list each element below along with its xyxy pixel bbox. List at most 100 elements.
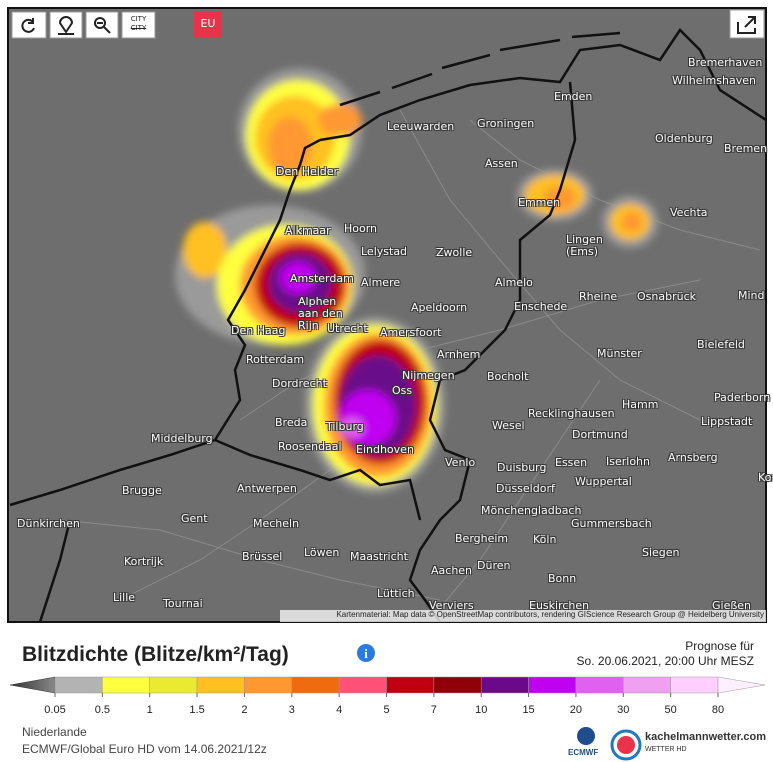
city-label: Emden <box>554 90 593 103</box>
city-label: Korbac <box>758 471 773 484</box>
city-label: Paderborn <box>714 391 771 404</box>
forecast-label: Prognose für <box>685 639 754 653</box>
city-label: Almere <box>361 276 401 289</box>
legend-swatch <box>149 676 198 694</box>
legend-swatch <box>196 676 245 694</box>
city-label: Vechta <box>670 206 708 219</box>
attribution: Kartenmaterial: Map data © OpenStreetMap… <box>336 610 764 619</box>
legend-swatch <box>291 676 340 694</box>
legend-swatch <box>244 676 293 694</box>
city-label: Wilhelmshaven <box>672 74 756 87</box>
legend-level-label: 0.05 <box>44 704 65 716</box>
city-label: Nijmegen <box>402 369 455 382</box>
brand-logo-core <box>617 736 635 754</box>
refresh-button[interactable] <box>11 11 47 39</box>
city-label: Osnabrück <box>637 290 696 303</box>
city-label: Arnhem <box>437 348 481 361</box>
city-label: Alphen aan den Rijn <box>298 295 343 332</box>
city-label: Mönchengladbach <box>481 504 582 517</box>
city-label: Middelburg <box>151 432 213 445</box>
city-label: Essen <box>555 456 588 469</box>
city-label: Düsseldorf <box>496 482 555 495</box>
city-label: Dünkirchen <box>17 517 80 530</box>
legend-level-label: 50 <box>665 704 677 716</box>
city-label: Aachen <box>431 564 473 577</box>
city-label: Apeldoorn <box>411 301 468 314</box>
info-icon-glyph: i <box>364 646 368 661</box>
city-label: Löwen <box>304 546 340 559</box>
legend-level-label: 4 <box>336 704 342 716</box>
city-label: Arnsberg <box>668 451 718 464</box>
city-label: Den Haag <box>231 324 286 337</box>
legend-level-label: 20 <box>570 704 582 716</box>
city-label: Enschede <box>514 300 568 313</box>
city-label: Wuppertal <box>575 475 632 488</box>
city-label: Verviers <box>429 599 474 612</box>
legend-swatch <box>338 676 387 694</box>
legend-bar: 0.05 0.5 1 1.5 2 3 4 5 7 10 15 20 30 50 80 <box>9 676 766 716</box>
city-label: Eindhoven <box>356 443 414 456</box>
city-button[interactable] <box>121 11 156 39</box>
city-label: Brugge <box>122 484 162 497</box>
city-label: Dordrecht <box>272 377 327 390</box>
zoom-button[interactable] <box>85 11 119 39</box>
city-label: Mecheln <box>253 517 300 530</box>
location-icon <box>58 16 74 35</box>
map-area <box>7 7 767 623</box>
share-icon <box>737 16 756 34</box>
legend-swatch <box>54 676 103 694</box>
forecast-time: So. 20.06.2021, 20:00 Uhr MESZ <box>576 654 754 668</box>
legend-swatch <box>623 676 671 694</box>
city-label: Breda <box>275 416 308 429</box>
attribution-bg <box>280 610 766 622</box>
city-label: Venlo <box>445 456 476 469</box>
footer-model: ECMWF/Global Euro HD vom 14.06.2021/12z <box>22 742 267 756</box>
legend-swatch <box>102 676 150 694</box>
city-label: Düren <box>477 559 511 572</box>
info-icon[interactable] <box>357 644 375 662</box>
city-label: Oss <box>392 384 413 397</box>
city-label: Utrecht <box>327 322 368 335</box>
city-label: Wesel <box>492 419 525 432</box>
city-button-label-off: CITY <box>130 24 147 32</box>
legend-level-label: 1 <box>147 704 153 716</box>
legend-level-label: 2 <box>241 704 247 716</box>
city-label: Hoorn <box>344 222 378 235</box>
city-label: Kortrijk <box>124 555 164 568</box>
legend-level-label: 1.5 <box>189 704 204 716</box>
city-label: Euskirchen <box>529 599 590 612</box>
city-label: Gent <box>181 512 208 525</box>
legend-swatch <box>480 676 529 694</box>
footer-region: Niederlande <box>22 725 87 739</box>
legend-title: Blitzdichte (Blitze/km²/Tag) <box>22 643 289 666</box>
legend-level-label: 15 <box>522 704 534 716</box>
borders <box>9 28 767 623</box>
city-label: Köln <box>533 533 557 546</box>
city-label: Bergheim <box>455 532 509 545</box>
zoom-icon <box>94 17 106 29</box>
region-button[interactable] <box>194 12 222 38</box>
legend-level-label: 5 <box>383 704 389 716</box>
brand-name: kachelmannwetter.com <box>645 731 767 743</box>
city-label: Amersfoort <box>380 326 442 339</box>
legend-swatch <box>528 676 577 694</box>
legend-swatch <box>670 676 719 694</box>
city-label: Bremen <box>724 142 768 155</box>
legend-level-label: 30 <box>617 704 629 716</box>
legend-swatch <box>386 676 435 694</box>
city-label: Groningen <box>477 117 535 130</box>
city-label: Leeuwarden <box>387 120 455 133</box>
city-label: Rotterdam <box>246 353 305 366</box>
city-label: Oldenburg <box>655 132 713 145</box>
legend-level-label: 3 <box>289 704 295 716</box>
city-label: Bielefeld <box>697 338 745 351</box>
legend-arrow-high <box>717 676 766 694</box>
city-label: Assen <box>485 157 518 170</box>
city-label: Duisburg <box>497 461 547 474</box>
city-label: Iserlohn <box>606 455 650 468</box>
legend-arrow-low <box>9 676 56 694</box>
legend-level-label: 7 <box>431 704 437 716</box>
city-label: Münster <box>597 347 642 360</box>
ecmwf-logo: ECMWF <box>568 748 599 757</box>
